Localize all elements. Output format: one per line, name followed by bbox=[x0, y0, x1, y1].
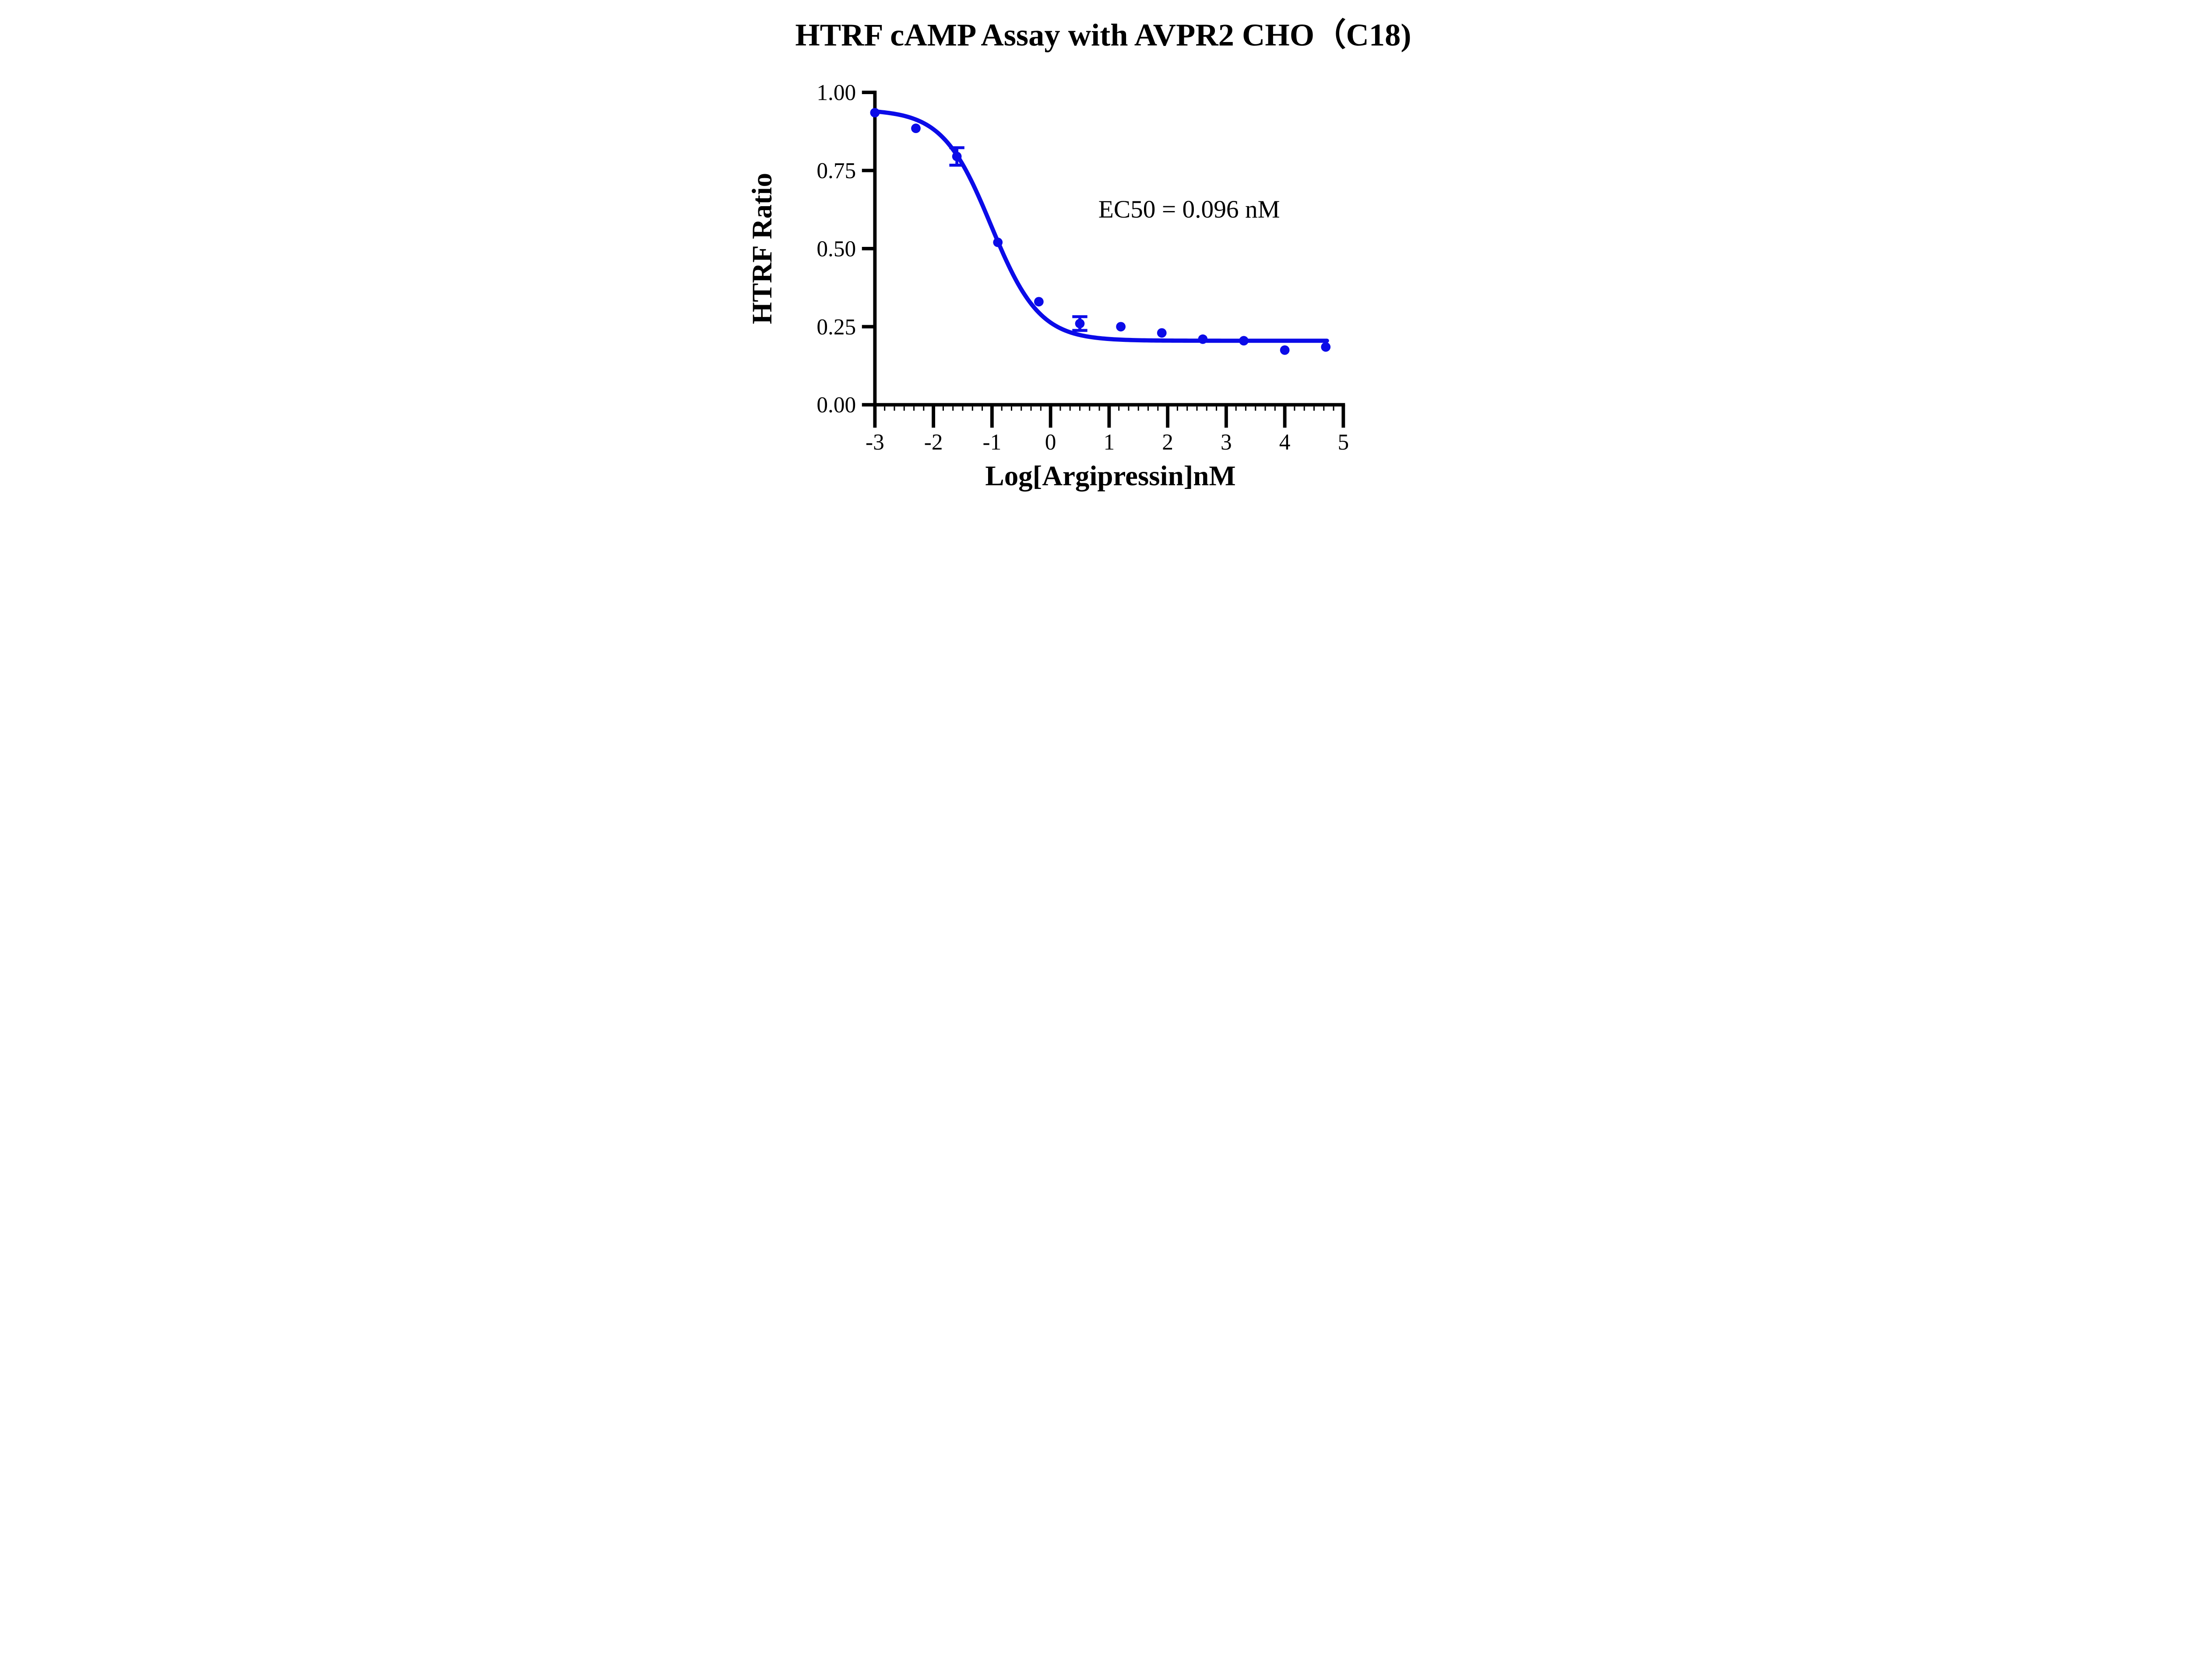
data-point-marker bbox=[1321, 342, 1331, 352]
dose-response-chart: HTRF cAMP Assay with AVPR2 CHO（C18) EC50… bbox=[744, 0, 1445, 508]
y-tick-label: 0.50 bbox=[816, 236, 856, 261]
y-tick-label: 0.75 bbox=[816, 158, 856, 183]
x-tick-label: -2 bbox=[924, 430, 943, 455]
data-point-marker bbox=[1280, 345, 1290, 355]
x-tick-label: -3 bbox=[866, 430, 884, 455]
y-tick-label: 0.25 bbox=[816, 315, 856, 340]
data-point-marker bbox=[870, 108, 880, 118]
data-point-marker bbox=[952, 151, 962, 162]
y-tick-label: 0.00 bbox=[816, 393, 856, 418]
data-point-marker bbox=[1198, 334, 1208, 344]
x-tick-label: 3 bbox=[1221, 430, 1232, 455]
y-major-ticks bbox=[862, 91, 875, 407]
x-minor-ticks bbox=[884, 406, 1334, 411]
y-axis-title: HTRF Ratio bbox=[746, 173, 778, 324]
fit-curve bbox=[873, 109, 1329, 343]
x-tick-label: 4 bbox=[1279, 430, 1291, 455]
x-tick-label: -1 bbox=[982, 430, 1001, 455]
data-point-markers bbox=[870, 108, 1331, 355]
ec50-annotation: EC50 = 0.096 nM bbox=[1098, 196, 1280, 223]
y-tick-labels: 0.00 0.25 0.50 0.75 1.00 bbox=[816, 81, 856, 418]
data-point-marker bbox=[1075, 319, 1085, 329]
data-point-marker bbox=[993, 237, 1003, 247]
x-tick-label: 2 bbox=[1162, 430, 1173, 455]
chart-title: HTRF cAMP Assay with AVPR2 CHO（C18) bbox=[795, 17, 1411, 53]
x-tick-labels: -3 -2 -1 0 1 2 3 4 5 bbox=[866, 430, 1349, 455]
data-point-marker bbox=[1239, 336, 1249, 346]
chart-container: HTRF cAMP Assay with AVPR2 CHO（C18) EC50… bbox=[744, 0, 1445, 508]
data-point-marker bbox=[911, 123, 921, 134]
y-tick-label: 1.00 bbox=[816, 81, 856, 105]
data-point-marker bbox=[1034, 297, 1044, 307]
x-tick-label: 1 bbox=[1104, 430, 1115, 455]
data-point-marker bbox=[1157, 328, 1167, 338]
x-tick-label: 0 bbox=[1045, 430, 1056, 455]
data-point-marker bbox=[1116, 322, 1126, 332]
x-major-ticks bbox=[873, 404, 1345, 428]
fit-curve-path bbox=[873, 109, 1329, 343]
x-axis-title: Log[Argipressin]nM bbox=[985, 460, 1235, 492]
x-tick-label: 5 bbox=[1338, 430, 1349, 455]
